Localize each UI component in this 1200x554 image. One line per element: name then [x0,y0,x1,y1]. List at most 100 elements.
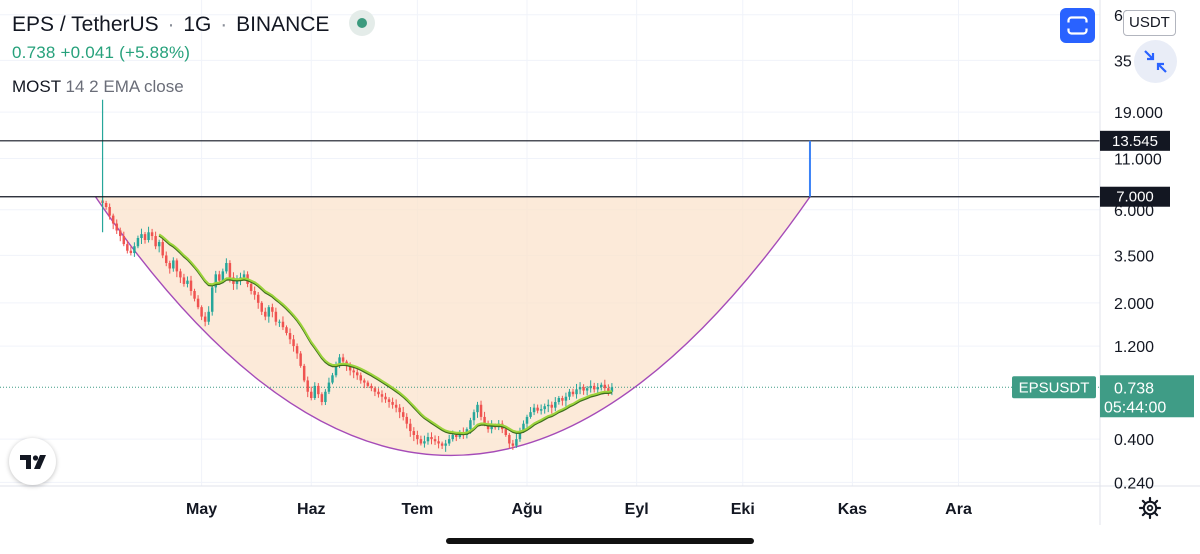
candle-body [546,404,550,407]
candle-body [334,365,338,376]
y-tick-label: 2.000 [1114,296,1154,313]
separator: · [220,13,228,36]
candle-body [324,391,327,403]
candle-body [165,255,168,264]
candle-body [405,416,408,424]
candle-body [419,439,423,444]
level-labels: 13.545 7.000 [1100,130,1170,207]
candle-body [210,287,214,312]
candle-body [140,234,143,239]
x-tick-label: May [186,501,217,518]
candle-body [122,236,126,245]
candle-body [564,396,568,401]
x-tick-label: Kas [838,501,867,518]
candle-body [511,443,515,446]
candle-body [458,433,462,438]
time-axis[interactable]: May Haz Tem Ağu Eyl Eki Kas Ara [186,501,972,518]
last-price-label: EPSUSDT 0.738 05:44:00 [1012,375,1194,418]
candle-body [186,280,189,284]
y-tick-label: 19.000 [1114,105,1163,122]
candle-body [274,311,278,322]
candle-body [331,375,334,383]
candle-body [437,441,440,444]
candle-body [256,294,260,303]
candle-body [115,223,118,231]
candle-body [104,203,108,208]
x-tick-label: Eki [731,501,755,518]
candle-body [348,365,352,371]
candle-body [310,391,313,399]
candle-body [409,423,412,432]
candle-body [264,311,267,317]
collapse-arrows-icon [1144,50,1167,73]
candle-body [242,274,246,278]
tradingview-logo[interactable] [9,438,56,485]
home-indicator[interactable] [446,538,754,544]
candle-body [589,385,592,389]
bar-countdown: 05:44:00 [1104,399,1166,416]
candle-body [479,404,483,417]
candle-body [249,283,253,291]
tradingview-logo-icon [20,455,46,469]
y-tick-label: 6.000 [1114,203,1154,220]
candle-body [433,439,437,442]
horizontal-levels [0,140,1100,198]
candle-body [412,431,416,436]
cup-pattern-arc [94,196,811,456]
x-tick-label: Haz [297,501,325,518]
candle-body [557,398,561,403]
candle-body [596,387,599,390]
candle-body [341,357,345,362]
fullscreen-button[interactable] [1060,8,1095,43]
price-change: +0.041 [60,43,115,62]
collapse-button[interactable] [1134,40,1177,83]
candle-body [260,302,263,312]
candle-body [529,412,532,417]
candle-body [147,232,150,240]
candle-body [133,246,136,254]
most-line [158,234,613,436]
settings-button[interactable] [1136,494,1164,522]
candle-body [451,435,454,440]
symbol-header: EPS / TetherUS · 1G · BINANCE [12,10,376,37]
separator: · [167,13,175,36]
candle-body [568,391,571,397]
candle-body [380,394,384,397]
candle-body [168,263,172,269]
candle-body [532,407,536,413]
level-label-bg [1100,130,1170,151]
candle-body [172,260,175,269]
candle-body [271,307,274,312]
candle-body [179,271,182,278]
candle-body [214,274,217,288]
last-price: 0.738 [12,43,56,62]
candle-body [228,263,232,278]
currency-badge[interactable]: USDT [1123,10,1176,36]
candle-body [327,382,331,392]
candle-body [550,404,554,408]
market-status-icon[interactable] [349,10,376,36]
candle-body [600,384,603,388]
candle-body [306,380,309,392]
last-price-value: 0.738 [1114,380,1154,397]
x-tick-label: Eyl [625,501,649,518]
candle-body [129,250,133,254]
candle-body [359,375,363,381]
interval-label[interactable]: 1G [183,13,212,36]
candle-body [539,409,543,411]
candle-body [157,242,161,247]
x-tick-label: Tem [402,501,434,518]
exchange-label: BINANCE [236,13,330,36]
gear-icon [1138,496,1162,520]
candle-body [126,244,129,251]
symbol-name[interactable]: EPS / TetherUS [12,13,159,36]
candle-body [607,388,610,392]
candle-body [554,402,557,408]
fullscreen-icon [1066,16,1089,35]
indicator-legend[interactable]: MOST 14 2 EMA close [12,77,184,97]
candle-body [253,290,256,295]
candle-body [585,388,589,391]
candle-body [218,274,221,281]
y-tick-label: 35 [1114,53,1132,70]
